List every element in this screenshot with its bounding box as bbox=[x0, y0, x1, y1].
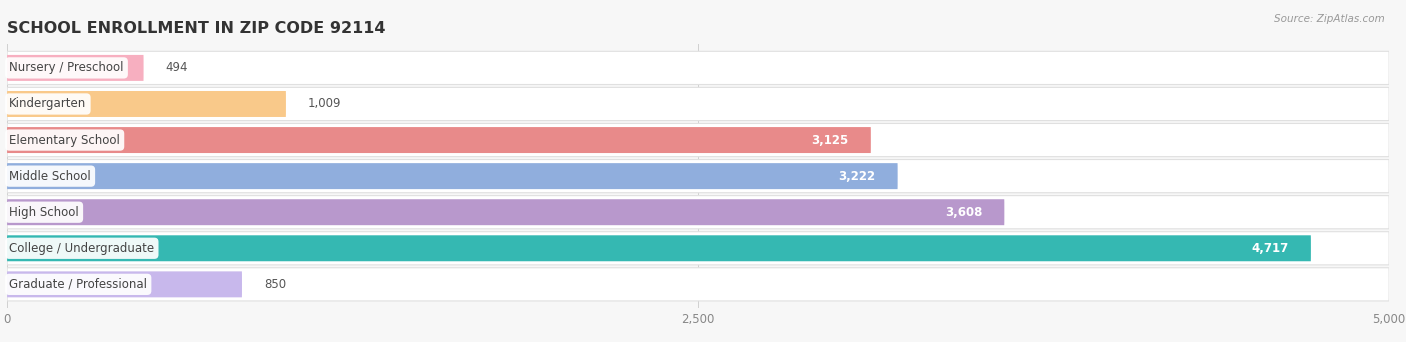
FancyBboxPatch shape bbox=[7, 163, 897, 189]
Text: Elementary School: Elementary School bbox=[10, 134, 120, 147]
Text: High School: High School bbox=[10, 206, 79, 219]
FancyBboxPatch shape bbox=[7, 123, 1389, 157]
Text: Graduate / Professional: Graduate / Professional bbox=[10, 278, 148, 291]
Text: SCHOOL ENROLLMENT IN ZIP CODE 92114: SCHOOL ENROLLMENT IN ZIP CODE 92114 bbox=[7, 21, 385, 36]
FancyBboxPatch shape bbox=[7, 91, 285, 117]
Text: 1,009: 1,009 bbox=[308, 97, 342, 110]
FancyBboxPatch shape bbox=[7, 88, 1389, 121]
FancyBboxPatch shape bbox=[7, 127, 870, 153]
FancyBboxPatch shape bbox=[7, 268, 1389, 301]
Text: 4,717: 4,717 bbox=[1251, 242, 1289, 255]
Text: Source: ZipAtlas.com: Source: ZipAtlas.com bbox=[1274, 14, 1385, 24]
Text: College / Undergraduate: College / Undergraduate bbox=[10, 242, 155, 255]
FancyBboxPatch shape bbox=[7, 55, 143, 81]
Text: Middle School: Middle School bbox=[10, 170, 91, 183]
FancyBboxPatch shape bbox=[7, 199, 1004, 225]
Text: 850: 850 bbox=[264, 278, 287, 291]
FancyBboxPatch shape bbox=[7, 232, 1389, 265]
Text: Nursery / Preschool: Nursery / Preschool bbox=[10, 62, 124, 75]
Text: 3,608: 3,608 bbox=[945, 206, 983, 219]
FancyBboxPatch shape bbox=[7, 159, 1389, 193]
FancyBboxPatch shape bbox=[7, 235, 1310, 261]
Text: 3,222: 3,222 bbox=[838, 170, 876, 183]
FancyBboxPatch shape bbox=[7, 51, 1389, 84]
Text: 3,125: 3,125 bbox=[811, 134, 849, 147]
FancyBboxPatch shape bbox=[7, 196, 1389, 229]
Text: Kindergarten: Kindergarten bbox=[10, 97, 87, 110]
FancyBboxPatch shape bbox=[7, 271, 242, 297]
Text: 494: 494 bbox=[166, 62, 188, 75]
